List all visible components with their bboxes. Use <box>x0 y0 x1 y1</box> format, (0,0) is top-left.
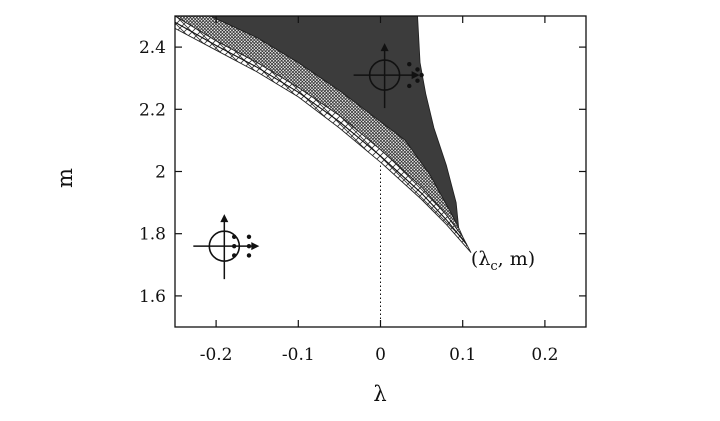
eigenvalue-dot-1 <box>415 67 420 72</box>
lines-layer <box>175 21 468 245</box>
y-tick-label-1: 1.8 <box>139 225 166 245</box>
real-arrowhead-icon <box>251 242 260 251</box>
y-axis-title: m <box>53 168 77 188</box>
coarse-hatch-band <box>175 16 472 253</box>
eigenvalue-dot-4 <box>407 83 412 89</box>
y-tick-label-4: 2.4 <box>139 38 166 58</box>
eigenvalue-dot-2 <box>419 72 424 78</box>
x-tick-label-1: -0.1 <box>282 345 315 365</box>
y-tick-label-3: 2.2 <box>139 100 166 120</box>
eigenvalue-dot-3 <box>246 234 252 240</box>
insets-layer <box>193 43 424 280</box>
eigenvalue-dot-5 <box>246 253 252 258</box>
eigenvalue-dot-2 <box>231 253 237 258</box>
x-tick-label-4: 0.2 <box>531 345 558 365</box>
ticks-layer: -0.2 -0.1 0 0.1 0.2 1.6 1.8 2 2.2 2.4 <box>139 16 586 365</box>
unstable-eigenvalue-inset <box>353 43 424 109</box>
eigenvalue-dot-4 <box>246 243 252 249</box>
lambda-subscript: c <box>490 259 497 274</box>
inner-boundary <box>175 21 468 245</box>
regions-layer <box>175 16 472 253</box>
lambda-symbol: λ <box>478 248 490 270</box>
stable-eigenvalue-inset <box>193 214 260 280</box>
eigenvalue-dot-0 <box>407 62 412 67</box>
eigenvalue-dot-1 <box>231 243 237 249</box>
x-tick-label-0: -0.2 <box>200 345 233 365</box>
critical-point-label: (λc, m) <box>471 248 535 274</box>
x-tick-label-2: 0 <box>375 345 386 365</box>
imag-arrowhead-icon <box>380 43 389 52</box>
eigenvalue-dot-3 <box>415 78 420 83</box>
imag-arrowhead-icon <box>220 214 229 223</box>
y-tick-label-0: 1.6 <box>139 287 166 307</box>
y-tick-label-2: 2 <box>155 163 166 183</box>
eigenvalue-dot-0 <box>231 234 237 240</box>
x-axis-title: λ <box>373 382 386 406</box>
x-tick-label-3: 0.1 <box>449 345 476 365</box>
critical-point-rest: , m) <box>498 248 536 270</box>
real-arrowhead-icon <box>411 71 420 80</box>
